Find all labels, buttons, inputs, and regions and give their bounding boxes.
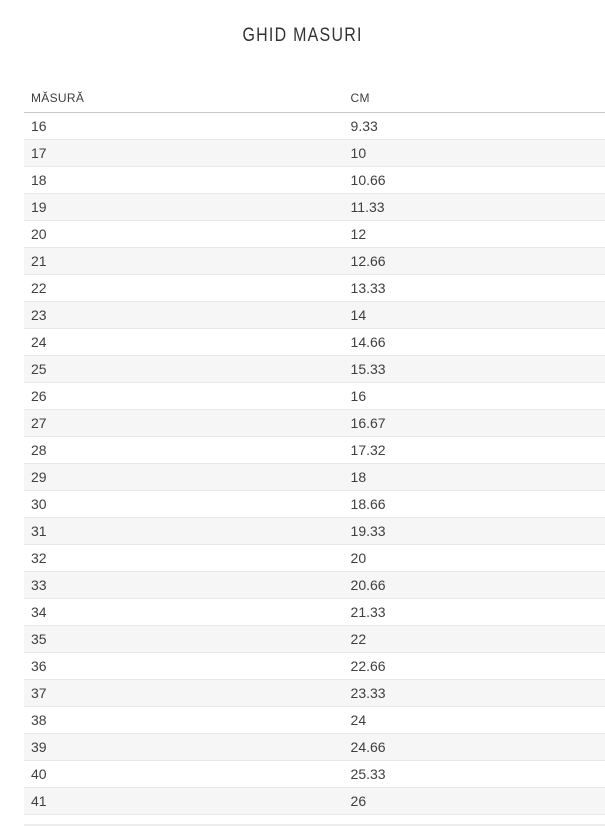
table-row: 29 18	[24, 463, 605, 491]
size-cell: 21	[24, 247, 344, 275]
header-row: MĂSURĂ CM	[24, 84, 605, 113]
page-title-text: GHID MASURI	[242, 25, 363, 46]
cm-cell: 24	[343, 706, 605, 734]
table-row: 37 23.33	[24, 679, 605, 707]
size-cell: 26	[24, 382, 344, 410]
size-cell: 32	[24, 544, 344, 572]
cm-cell: 9.33	[343, 112, 605, 140]
cm-cell: 21.33	[343, 598, 605, 626]
table-row: 31 19.33	[24, 517, 605, 545]
next-section-edge	[24, 824, 605, 826]
size-cell: 36	[24, 652, 344, 680]
table-row: 17 10	[24, 139, 605, 167]
table-row: 36 22.66	[24, 652, 605, 680]
size-cell: 40	[24, 760, 344, 788]
cm-cell: 11.33	[343, 193, 605, 221]
cm-cell: 14.66	[343, 328, 605, 356]
table-row: 33 20.66	[24, 571, 605, 599]
table-row: 22 13.33	[24, 274, 605, 302]
size-cell: 24	[24, 328, 344, 356]
table-row: 30 18.66	[24, 490, 605, 518]
table-row: 27 16.67	[24, 409, 605, 437]
table-row: 40 25.33	[24, 760, 605, 788]
size-cell: 28	[24, 436, 344, 464]
table-row: 35 22	[24, 625, 605, 653]
size-cell: 25	[24, 355, 344, 383]
column-header-cm: CM	[343, 84, 605, 113]
table-row: 18 10.66	[24, 166, 605, 194]
cm-cell: 17.32	[343, 436, 605, 464]
size-cell: 39	[24, 733, 344, 761]
table-row: 23 14	[24, 301, 605, 329]
cm-cell: 25.33	[343, 760, 605, 788]
table-row: 25 15.33	[24, 355, 605, 383]
table-row: 41 26	[24, 787, 605, 815]
table-row: 34 21.33	[24, 598, 605, 626]
table-row: 21 12.66	[24, 247, 605, 275]
table-row: 38 24	[24, 706, 605, 734]
cm-cell: 16	[343, 382, 605, 410]
size-cell: 18	[24, 166, 344, 194]
table-row: 26 16	[24, 382, 605, 410]
table-row: 19 11.33	[24, 193, 605, 221]
size-table-header: MĂSURĂ CM	[24, 84, 605, 113]
size-cell: 17	[24, 139, 344, 167]
page-title: GHID MASURI	[0, 0, 605, 47]
table-row: 16 9.33	[24, 112, 605, 140]
size-cell: 19	[24, 193, 344, 221]
size-cell: 37	[24, 679, 344, 707]
cm-cell: 16.67	[343, 409, 605, 437]
size-cell: 22	[24, 274, 344, 302]
cm-cell: 20.66	[343, 571, 605, 599]
cm-cell: 26	[343, 787, 605, 815]
cm-cell: 10.66	[343, 166, 605, 194]
size-table-body: 16 9.33 17 10 18 10.66 19 11.33 20 12 21 12.66 22 13.…	[24, 112, 605, 815]
size-cell: 27	[24, 409, 344, 437]
cm-cell: 13.33	[343, 274, 605, 302]
size-cell: 23	[24, 301, 344, 329]
cm-cell: 10	[343, 139, 605, 167]
table-row: 32 20	[24, 544, 605, 572]
cm-cell: 14	[343, 301, 605, 329]
cm-cell: 18.66	[343, 490, 605, 518]
cm-cell: 19.33	[343, 517, 605, 545]
cm-cell: 24.66	[343, 733, 605, 761]
cm-cell: 22	[343, 625, 605, 653]
cm-cell: 18	[343, 463, 605, 491]
cm-cell: 15.33	[343, 355, 605, 383]
size-guide-table: MĂSURĂ CM 16 9.33 17 10 18 10.66 19 11.33 20 12 21…	[24, 84, 605, 815]
size-cell: 16	[24, 112, 344, 140]
cm-cell: 23.33	[343, 679, 605, 707]
table-row: 39 24.66	[24, 733, 605, 761]
size-cell: 30	[24, 490, 344, 518]
size-cell: 31	[24, 517, 344, 545]
size-cell: 41	[24, 787, 344, 815]
size-cell: 34	[24, 598, 344, 626]
size-cell: 35	[24, 625, 344, 653]
table-row: 20 12	[24, 220, 605, 248]
size-cell: 33	[24, 571, 344, 599]
column-header-masura: MĂSURĂ	[24, 84, 344, 113]
cm-cell: 12	[343, 220, 605, 248]
table-row: 28 17.32	[24, 436, 605, 464]
cm-cell: 12.66	[343, 247, 605, 275]
table-row: 24 14.66	[24, 328, 605, 356]
cm-cell: 22.66	[343, 652, 605, 680]
size-cell: 38	[24, 706, 344, 734]
size-cell: 20	[24, 220, 344, 248]
size-cell: 29	[24, 463, 344, 491]
cm-cell: 20	[343, 544, 605, 572]
